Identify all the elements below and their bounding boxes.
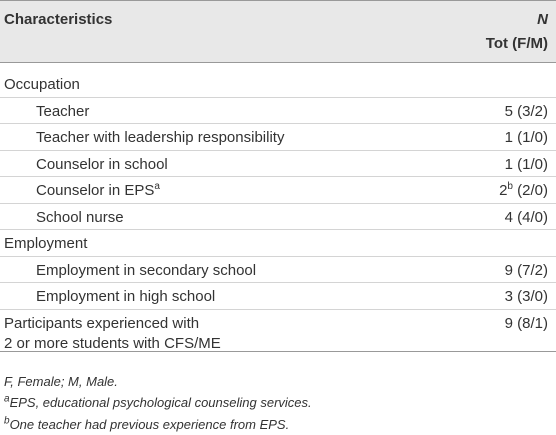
footnote-text: EPS, educational psychological counselin… bbox=[9, 395, 312, 410]
row-value: 3 (3/0) bbox=[505, 288, 548, 306]
row-rule bbox=[0, 123, 556, 124]
footnote: aEPS, educational psychological counseli… bbox=[4, 394, 312, 412]
row-label: Counselor in school bbox=[36, 156, 168, 174]
row-rule bbox=[0, 176, 556, 177]
label-text: Teacher with leadership responsibility bbox=[36, 129, 285, 146]
value-text: 2 bbox=[499, 182, 508, 199]
row-label: 2 or more students with CFS/ME bbox=[4, 334, 221, 352]
row-label: Teacher bbox=[36, 103, 89, 121]
row-value: 9 (7/2) bbox=[505, 262, 548, 280]
section-title: Employment bbox=[4, 235, 88, 252]
row-value: 2b (2/0) bbox=[499, 182, 548, 200]
row-value: 5 (3/2) bbox=[505, 103, 548, 121]
row-value: 9 (8/1) bbox=[504, 314, 548, 332]
value-text: 1 (1/0) bbox=[504, 155, 548, 173]
header-characteristics: Characteristics bbox=[4, 11, 113, 28]
row-label: Participants experienced with bbox=[4, 314, 200, 332]
footnote-text: One teacher had previous experience from… bbox=[9, 416, 290, 432]
label-text: Counselor in school bbox=[36, 155, 168, 173]
bottom-rule bbox=[0, 350, 556, 352]
header-rule bbox=[0, 62, 556, 63]
row-label: School nurse bbox=[36, 209, 124, 227]
row-label: Employment in high school bbox=[36, 288, 215, 306]
row-rule bbox=[0, 202, 556, 204]
row-rule bbox=[0, 96, 556, 98]
value-text: 9 (7/2) bbox=[504, 261, 548, 279]
row-rule bbox=[0, 255, 556, 257]
row-value: 4 (4/0) bbox=[505, 209, 548, 227]
row-label: Employment in secondary school bbox=[36, 262, 256, 280]
footnote: bOne teacher had previous experience fro… bbox=[4, 416, 289, 434]
footnote-sup: a bbox=[4, 393, 10, 405]
section-title: Occupation bbox=[4, 76, 80, 93]
row-label: Counselor in EPSa bbox=[36, 182, 160, 200]
row-rule bbox=[0, 308, 556, 310]
label-text: Employment in secondary school bbox=[36, 261, 257, 279]
value-sup: b bbox=[507, 181, 513, 192]
footnote-text: F, Female; M, Male. bbox=[4, 373, 118, 389]
header-bg bbox=[0, 0, 556, 62]
label-text: Counselor in EPS bbox=[36, 182, 155, 199]
label-text: Teacher bbox=[36, 102, 90, 120]
header-tot: Tot (F/M) bbox=[485, 35, 548, 52]
value-text: 1 (1/0) bbox=[504, 129, 548, 146]
row-rule bbox=[0, 149, 556, 151]
value-text: 5 (3/2) bbox=[504, 102, 548, 120]
row-label: Teacher with leadership responsibility bbox=[36, 129, 284, 147]
value-text: 4 (4/0) bbox=[504, 208, 548, 226]
label-sup: a bbox=[154, 181, 160, 192]
footnote: F, Female; M, Male. bbox=[4, 373, 118, 391]
row-value: 1 (1/0) bbox=[505, 129, 548, 147]
top-rule bbox=[0, 0, 556, 1]
label-text: Employment in high school bbox=[36, 288, 216, 305]
row-rule bbox=[0, 229, 556, 230]
value-rest: (2/0) bbox=[512, 182, 548, 199]
value-text: 3 (3/0) bbox=[504, 288, 548, 305]
label-text: School nurse bbox=[36, 208, 124, 226]
footnote-sup: b bbox=[4, 415, 10, 427]
row-value: 1 (1/0) bbox=[505, 156, 548, 174]
row-rule bbox=[0, 282, 556, 283]
header-n: N bbox=[537, 11, 548, 28]
